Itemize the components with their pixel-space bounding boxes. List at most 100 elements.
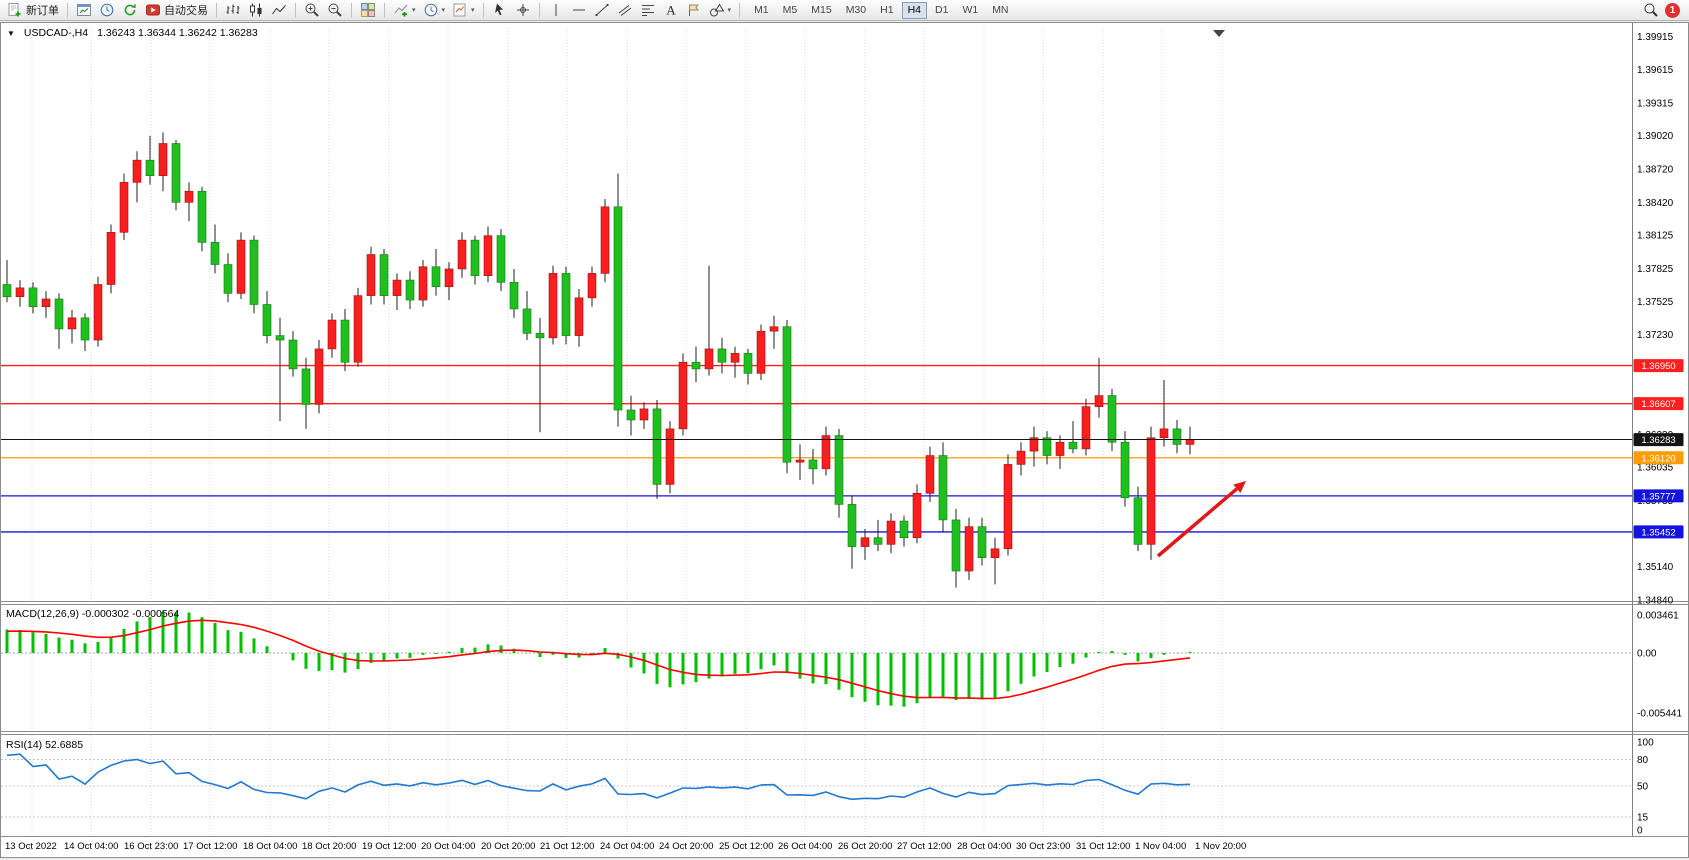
candle-body: [119, 182, 129, 233]
chart-shift-marker-icon[interactable]: [1213, 30, 1225, 37]
text-button[interactable]: A: [660, 1, 682, 20]
chart-window-icon: [76, 2, 92, 18]
main-toolbar: 新订单 自动交易 ▾ ▾ ▾ A ▾ M1 M5 M15 M30 H1 H4 D1 W1 MN …: [0, 0, 1689, 21]
new-order-icon: [7, 2, 23, 18]
autotrading-icon: [145, 2, 161, 18]
horizontal-line-button[interactable]: [568, 1, 590, 20]
candle-body: [639, 408, 649, 421]
chart-menu-arrow-icon[interactable]: ▼: [7, 28, 15, 38]
market-watch-button[interactable]: [96, 1, 118, 20]
fibonacci-button[interactable]: [637, 1, 659, 20]
refresh-button[interactable]: [119, 1, 141, 20]
price-badges: 1.36950 1.36607 1.36283 1.36120 1.35777 1.354…: [1633, 359, 1684, 539]
candle-body: [964, 526, 974, 572]
svg-text:1.37230: 1.37230: [1637, 330, 1674, 341]
trendline-button[interactable]: [591, 1, 613, 20]
svg-text:20 Oct 04:00: 20 Oct 04:00: [421, 841, 475, 852]
trend-arrow-annotation[interactable]: [1156, 481, 1246, 558]
timeframe-button-M30[interactable]: M30: [840, 2, 872, 19]
indicator-axis[interactable]: 0.003461 0.00 -0.005441 100 80 50 15 0: [1637, 610, 1682, 836]
channel-button[interactable]: [614, 1, 636, 20]
svg-text:1.38420: 1.38420: [1637, 198, 1674, 209]
svg-text:1.36607: 1.36607: [1641, 399, 1675, 410]
timeframe-button-MN[interactable]: MN: [986, 2, 1014, 19]
macd-histogram: [5, 611, 1192, 707]
svg-text:15: 15: [1637, 812, 1649, 823]
candle-body: [210, 242, 220, 265]
cursor-button[interactable]: [489, 1, 511, 20]
dropdown-caret-icon: ▾: [441, 6, 446, 14]
candlestick-chart-button[interactable]: [245, 1, 267, 20]
svg-text:13 Oct 2022: 13 Oct 2022: [5, 841, 57, 852]
text-label-icon: [686, 2, 702, 18]
svg-text:24 Oct 04:00: 24 Oct 04:00: [600, 841, 654, 852]
timeframe-button-W1[interactable]: W1: [956, 2, 984, 19]
timeframe-button-M15[interactable]: M15: [805, 2, 837, 19]
time-axis[interactable]: 13 Oct 2022 14 Oct 04:00 16 Oct 23:00 17 Oc…: [5, 841, 1246, 852]
line-chart-button[interactable]: [268, 1, 290, 20]
candle-body: [899, 520, 909, 539]
candle-body: [444, 268, 454, 288]
indicators-button[interactable]: ▾: [390, 1, 419, 20]
svg-text:-0.005441: -0.005441: [1637, 708, 1682, 719]
search-button[interactable]: [1640, 1, 1662, 20]
candle-body: [860, 537, 870, 547]
svg-text:27 Oct 12:00: 27 Oct 12:00: [897, 841, 951, 852]
bar-chart-icon: [225, 2, 241, 18]
candle-body: [327, 319, 337, 350]
shapes-button[interactable]: ▾: [706, 1, 735, 20]
line-chart-icon: [271, 2, 287, 18]
chart-title-bar: ▼ USDCAD-,H4 1.36243 1.36344 1.36242 1.3…: [7, 27, 258, 39]
candle-body: [808, 459, 818, 470]
candle-body: [314, 348, 324, 405]
horizontal-line-objects[interactable]: [1, 364, 1632, 533]
periods-button[interactable]: ▾: [420, 1, 449, 20]
timeframe-button-D1[interactable]: D1: [929, 2, 954, 19]
svg-text:14 Oct 04:00: 14 Oct 04:00: [64, 841, 118, 852]
candle-body: [93, 284, 103, 341]
candle-body: [873, 537, 883, 545]
notification-badge[interactable]: 1: [1665, 2, 1680, 18]
svg-text:0.003461: 0.003461: [1637, 610, 1679, 621]
text-label-button[interactable]: [683, 1, 705, 20]
candle-body: [613, 206, 623, 411]
trendline-icon: [594, 2, 610, 18]
svg-text:20 Oct 20:00: 20 Oct 20:00: [481, 841, 535, 852]
bar-chart-button[interactable]: [222, 1, 244, 20]
candle-body: [1042, 437, 1052, 456]
rsi-line: [6, 753, 1191, 801]
candle-body: [366, 254, 376, 296]
candle-body: [431, 266, 441, 288]
vertical-line-button[interactable]: [545, 1, 567, 20]
crosshair-button[interactable]: [512, 1, 534, 20]
new-order-button[interactable]: 新订单: [4, 1, 62, 20]
zoom-in-icon: [304, 2, 320, 18]
svg-text:19 Oct 12:00: 19 Oct 12:00: [362, 841, 416, 852]
zoom-out-icon: [327, 2, 343, 18]
candle-body: [1120, 441, 1130, 499]
toolbar-separator: [384, 2, 385, 18]
charts-button[interactable]: [73, 1, 95, 20]
zoom-in-button[interactable]: [301, 1, 323, 20]
zoom-out-button[interactable]: [324, 1, 346, 20]
candle-body: [665, 428, 675, 485]
templates-button[interactable]: ▾: [449, 1, 478, 20]
candle-body: [535, 333, 545, 339]
autotrading-button[interactable]: 自动交易: [142, 1, 211, 20]
candle-body: [28, 287, 38, 308]
horizontal-line-icon: [571, 2, 587, 18]
timeframe-button-M1[interactable]: M1: [748, 2, 775, 19]
svg-text:17 Oct 12:00: 17 Oct 12:00: [183, 841, 237, 852]
svg-text:16 Oct 23:00: 16 Oct 23:00: [124, 841, 178, 852]
tile-windows-button[interactable]: [357, 1, 379, 20]
panel-frames: [0, 22, 1689, 858]
svg-text:0.00: 0.00: [1637, 649, 1657, 660]
timeframe-button-H4[interactable]: H4: [901, 1, 927, 19]
timeframe-button-H1[interactable]: H1: [874, 2, 899, 19]
svg-text:1.35140: 1.35140: [1637, 562, 1674, 573]
candle-body: [912, 492, 922, 539]
timeframe-button-M5[interactable]: M5: [777, 2, 804, 19]
candle-body: [678, 361, 688, 430]
candle-body: [743, 353, 753, 374]
